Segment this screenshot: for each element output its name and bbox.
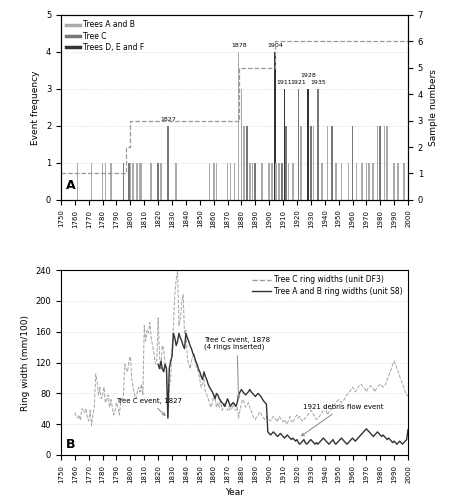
Bar	[288, 163, 289, 200]
Text: 1827: 1827	[160, 117, 176, 122]
Bar	[132, 163, 134, 200]
Bar	[167, 126, 169, 200]
Bar	[105, 163, 106, 200]
Bar	[398, 163, 399, 200]
Bar	[249, 163, 250, 200]
Bar	[141, 163, 142, 200]
X-axis label: Year: Year	[225, 488, 244, 498]
Bar	[139, 163, 141, 200]
Bar	[110, 163, 112, 200]
Bar	[243, 126, 245, 200]
Bar	[241, 89, 242, 200]
Bar	[292, 163, 294, 200]
Y-axis label: Ring width (mm/100): Ring width (mm/100)	[21, 314, 30, 410]
Bar	[365, 163, 367, 200]
Bar	[327, 126, 328, 200]
Bar	[102, 163, 104, 200]
Bar	[313, 126, 314, 200]
Text: Tree C event, 1878
(4 rings inserted): Tree C event, 1878 (4 rings inserted)	[204, 336, 270, 399]
Bar	[372, 163, 374, 200]
Bar	[216, 163, 217, 200]
Bar	[310, 126, 312, 200]
Bar	[384, 126, 385, 200]
Bar	[285, 126, 287, 200]
Legend: Tree C ring widths (unit DF3), Tree A and B ring widths (unit S8): Tree C ring widths (unit DF3), Tree A an…	[250, 274, 404, 297]
Bar	[209, 163, 210, 200]
Y-axis label: Sample numbers: Sample numbers	[429, 69, 438, 146]
Bar	[284, 89, 285, 200]
Bar	[393, 163, 395, 200]
Bar	[91, 163, 92, 200]
Text: A: A	[66, 179, 76, 192]
Bar	[348, 163, 349, 200]
Bar	[321, 163, 323, 200]
Bar	[331, 126, 333, 200]
Bar	[386, 126, 388, 200]
Bar	[268, 163, 270, 200]
Bar	[274, 52, 276, 200]
Bar	[151, 163, 152, 200]
Text: 1878: 1878	[231, 44, 247, 49]
Bar	[129, 163, 131, 200]
Bar	[379, 126, 381, 200]
Text: 1921 debris flow event: 1921 debris flow event	[302, 404, 383, 436]
Text: B: B	[66, 438, 76, 450]
Legend: Trees A and B, Tree C, Trees D, E and F: Trees A and B, Tree C, Trees D, E and F	[65, 19, 146, 54]
Bar	[261, 163, 263, 200]
Bar	[157, 163, 159, 200]
Text: 1911: 1911	[277, 80, 292, 86]
Bar	[335, 163, 337, 200]
Bar	[278, 163, 280, 200]
Text: 1928: 1928	[300, 73, 316, 78]
Bar	[362, 163, 363, 200]
Bar	[317, 89, 318, 200]
Text: 1904: 1904	[267, 44, 283, 49]
Y-axis label: Event frequency: Event frequency	[31, 70, 40, 144]
Bar	[352, 126, 353, 200]
Bar	[238, 52, 240, 200]
Bar	[252, 163, 253, 200]
Bar	[122, 163, 124, 200]
Bar	[300, 126, 302, 200]
Text: Tree C event, 1827: Tree C event, 1827	[116, 398, 182, 415]
Bar	[255, 163, 256, 200]
Bar	[281, 163, 282, 200]
Bar	[307, 89, 309, 200]
Bar	[175, 163, 177, 200]
Bar	[213, 163, 214, 200]
Bar	[160, 163, 162, 200]
Bar	[77, 163, 78, 200]
Bar	[297, 89, 299, 200]
Bar	[340, 163, 342, 200]
Bar	[356, 163, 357, 200]
Text: 1935: 1935	[310, 80, 325, 86]
Bar	[275, 163, 277, 200]
Bar	[377, 126, 378, 200]
Bar	[271, 163, 273, 200]
Text: 1921: 1921	[290, 80, 306, 86]
Bar	[246, 126, 248, 200]
Bar	[229, 163, 231, 200]
Bar	[136, 163, 138, 200]
Bar	[234, 163, 235, 200]
Bar	[403, 163, 405, 200]
Bar	[128, 163, 130, 200]
Bar	[368, 163, 370, 200]
Bar	[227, 163, 228, 200]
